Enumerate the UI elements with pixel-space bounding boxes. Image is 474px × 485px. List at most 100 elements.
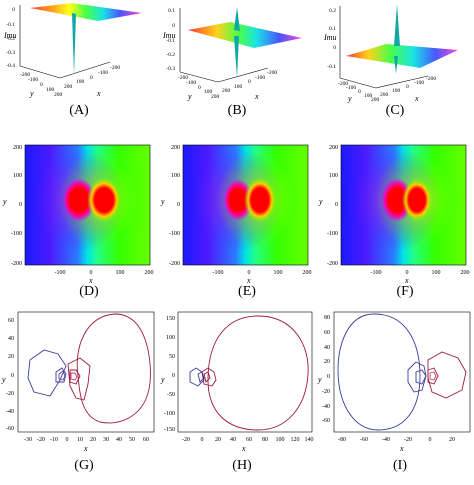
contour-i-ytick: -20 <box>322 389 330 395</box>
caption-b: (B) <box>227 103 247 118</box>
surface-a-xtick: -100 <box>98 70 108 76</box>
density-e-ytick: -200 <box>169 261 180 267</box>
surface-c-xtick: -100 <box>414 80 424 86</box>
panel-c-3d-surface: Imu 0.2 0.1 0 -0.1 -200 -100 0 100 200 y… <box>316 0 474 125</box>
density-f-xtick: 100 <box>432 270 441 276</box>
contour-g-left-loop <box>27 349 67 397</box>
panel-e-density: 200 100 0 -100 -200 y -100 0 100 200 x <box>158 140 316 300</box>
density-e-ytick: -100 <box>169 231 180 237</box>
contour-h-ytick: 150 <box>166 316 175 322</box>
density-d-right-lobe <box>87 178 121 222</box>
contour-i-right-loop <box>427 351 467 399</box>
contour-g-xtick: 40 <box>116 437 122 443</box>
contour-g-right-loop <box>67 357 91 401</box>
surface-b-ytick: -200 <box>178 75 188 81</box>
surface-a-ytick: 200 <box>54 92 63 98</box>
surface-b-spike-down <box>234 36 239 78</box>
contour-h-xtick: 20 <box>215 437 221 443</box>
density-e-ytick: 100 <box>171 173 180 179</box>
caption-h: (H) <box>232 458 252 473</box>
contour-h-xtick: 140 <box>305 437 314 443</box>
contour-h-xlabel: x <box>241 444 246 453</box>
surface-c-plot: Imu 0.2 0.1 0 -0.1 -200 -100 0 100 200 y… <box>323 4 458 103</box>
surface-a-ytick: -200 <box>20 72 30 78</box>
contour-h-xtick: 60 <box>246 437 252 443</box>
surface-c-ylabel: y <box>347 94 352 103</box>
surface-a-xtick: 100 <box>76 79 85 85</box>
surface-a-ztick: -0.1 <box>6 22 15 28</box>
contour-g-xtick: 0 <box>66 437 69 443</box>
contour-g-xtick: 10 <box>77 437 83 443</box>
contour-i-plot: 80 60 40 20 0 -20 -40 -60 y -80 -60 -40 … <box>317 311 471 453</box>
contour-h-xtick: 100 <box>276 437 285 443</box>
density-f-xtick: 200 <box>461 270 470 276</box>
surface-c-ytick: 100 <box>364 93 373 99</box>
caption-e: (E) <box>238 284 256 299</box>
surface-b-spike-up <box>234 7 240 31</box>
surface-a-plane <box>30 3 142 21</box>
caption-i: (I) <box>393 458 407 473</box>
surface-b-ztick: -0.1 <box>166 38 175 44</box>
surface-b-ztick: -0.2 <box>166 52 175 58</box>
panel-a-3d-surface: Imu 0 -0.1 -0.2 -0.3 -0.4 -200 -100 0 10… <box>0 0 158 125</box>
density-f-ytick: 100 <box>329 173 338 179</box>
density-f-plot: 200 100 0 -100 -200 y -100 0 100 200 x <box>318 144 470 285</box>
contour-h-ytick: 50 <box>169 354 175 360</box>
surface-b-plot: Imu 0.1 0 -0.1 -0.2 -0.3 -200 -100 0 100… <box>162 7 302 101</box>
surface-c-ytick: -100 <box>346 85 356 91</box>
contour-g-xtick: -10 <box>50 437 58 443</box>
density-d-xtick: -100 <box>55 270 66 276</box>
surface-b-zlabel: Imu <box>162 31 175 40</box>
contour-h-xtick: 0 <box>201 437 204 443</box>
density-f-ytick: 200 <box>329 145 338 151</box>
contour-h-xtick: 120 <box>291 437 300 443</box>
surface-b-xtick: -200 <box>267 70 277 76</box>
contour-i-inner-right <box>427 367 439 385</box>
contour-i-xtick: -20 <box>404 437 412 443</box>
caption-d: (D) <box>79 284 99 299</box>
contour-i-ytick: 0 <box>327 374 330 380</box>
surface-b-ytick: 100 <box>204 89 213 95</box>
surface-a-ztick: -0.2 <box>6 36 15 42</box>
surface-a-ytick: 0 <box>40 82 43 88</box>
contour-g-xtick: 60 <box>143 437 149 443</box>
surface-a-ytick: 100 <box>46 87 55 93</box>
contour-i-left-loop <box>407 361 427 393</box>
surface-b-xlabel: x <box>254 92 259 101</box>
surface-b-xtick: 100 <box>234 84 243 90</box>
surface-a-xtick: -200 <box>110 65 120 71</box>
surface-b-ztick: 0.1 <box>168 8 175 14</box>
surface-a-ztick: -0.4 <box>6 63 15 69</box>
density-d-ytick: 0 <box>19 202 22 208</box>
contour-i-xtick: 0 <box>429 437 432 443</box>
density-e-ytick: 200 <box>171 145 180 151</box>
density-d-ytick: 200 <box>13 145 22 151</box>
surface-b-ytick: 0 <box>198 85 201 91</box>
density-f-xtick: 0 <box>406 270 409 276</box>
surface-a-xtick: 200 <box>64 84 73 90</box>
surface-a-ztick: -0.3 <box>6 50 15 56</box>
density-f-xtick: -100 <box>371 270 382 276</box>
contour-g-xtick: 50 <box>129 437 135 443</box>
density-d-xlabel: x <box>88 276 93 285</box>
surface-b-xtick: -100 <box>255 75 265 81</box>
surface-c-spike-down <box>394 56 398 74</box>
density-f-right-lobe <box>402 179 432 221</box>
density-d-xtick: 0 <box>90 270 93 276</box>
surface-c-plane <box>346 44 458 68</box>
contour-i-ytick: 60 <box>324 330 330 336</box>
contour-g-ytick: -20 <box>6 391 14 397</box>
surface-c-xlabel: x <box>414 94 419 103</box>
contour-g-inner-left <box>55 367 67 383</box>
surface-b-ztick: 0 <box>172 23 175 29</box>
contour-i-ytick: 40 <box>324 345 330 351</box>
surface-a-spike <box>72 13 76 75</box>
contour-g-big-loop <box>76 313 151 424</box>
surface-a-ztick: 0 <box>12 7 15 13</box>
density-e-plot: 200 100 0 -100 -200 y -100 0 100 200 x <box>160 144 312 285</box>
surface-b-plane <box>188 22 302 48</box>
contour-g-xlabel: x <box>83 444 88 453</box>
surface-a-xlabel: x <box>96 89 101 98</box>
contour-h-left-loop <box>189 367 205 387</box>
caption-a: (A) <box>69 103 89 118</box>
